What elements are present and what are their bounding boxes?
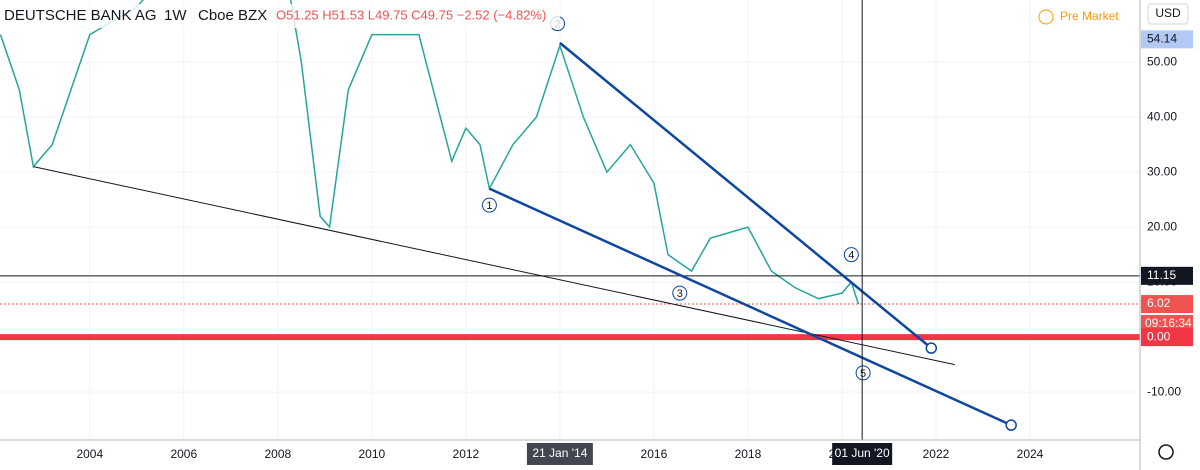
currency-box[interactable]: [1147, 3, 1189, 25]
x-tick-label: 2012: [453, 447, 480, 461]
price-label: 54.14: [1147, 32, 1177, 46]
y-tick-label: 40.00: [1147, 109, 1177, 123]
crosshair-x-label-bg: [832, 443, 893, 465]
x-tick-label: 2008: [264, 447, 291, 461]
ohlc: O51.25 H51.53 L49.75 C49.75 −2.52 (−4.82…: [276, 7, 546, 22]
session: Pre Market: [1060, 9, 1119, 23]
trend-handle: [1005, 419, 1017, 431]
price-label: 0.00: [1147, 329, 1171, 343]
wave-label: 4: [848, 250, 854, 262]
settings-icon[interactable]: [1158, 444, 1174, 460]
price-label: 6.02: [1147, 296, 1171, 310]
y-tick-label: 50.00: [1147, 54, 1177, 68]
plot-area: 12345: [0, 0, 1140, 440]
x-tick-label: 2006: [170, 447, 197, 461]
wave-label: 5: [860, 368, 866, 380]
wave-marker: [855, 365, 871, 381]
exchange: Cboe BZX: [198, 7, 267, 24]
y-tick-label: 20.00: [1147, 219, 1177, 233]
wave-label: 1: [486, 200, 492, 212]
x-tick-label: 2018: [735, 447, 762, 461]
trend-line: [33, 166, 955, 366]
x-tick-label: 2016: [641, 447, 668, 461]
wave-label: 3: [677, 288, 683, 300]
x-tick-label: 2010: [358, 447, 385, 461]
price-label: 11.15: [1147, 268, 1176, 282]
x-tick-label: 2024: [1017, 447, 1044, 461]
currency[interactable]: USD: [1155, 6, 1181, 20]
date-label-bg: [526, 443, 593, 465]
price-label-bg: [1141, 328, 1193, 347]
trend-line: [559, 41, 933, 350]
date-label: 21 Jan '14: [532, 446, 587, 460]
countdown: 09:16:34: [1145, 316, 1192, 330]
x-tick-label: 2022: [923, 447, 950, 461]
session-icon: [1038, 9, 1054, 25]
wave-marker: [672, 285, 688, 301]
wave-marker: [843, 247, 859, 263]
axes: -10.000.0010.0020.0030.0040.0050.0020042…: [76, 30, 1193, 465]
crosshair-x-label: 01 Jun '20: [835, 446, 890, 460]
symbol: DEUTSCHE BANK AG: [4, 7, 157, 24]
wave-marker: [481, 197, 497, 213]
trend-handle: [925, 342, 938, 354]
y-tick-label: 30.00: [1147, 164, 1177, 178]
x-tick-label: 2004: [76, 447, 103, 461]
legend-bg: [0, 4, 560, 28]
trend-line: [488, 187, 1012, 427]
y-tick-label: -10.00: [1147, 384, 1181, 398]
interval: 1W: [164, 7, 187, 24]
price-label-bg: [1141, 295, 1193, 314]
price-label-bg: [1141, 30, 1193, 49]
price-label-bg: [1141, 266, 1193, 285]
